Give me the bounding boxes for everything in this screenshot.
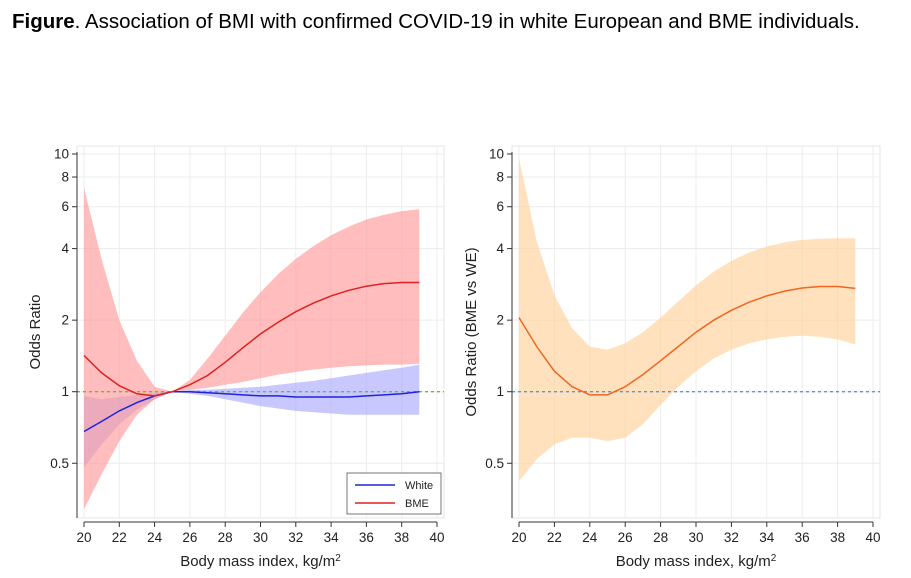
x-axis-title: Body mass index, kg/m2 [616, 553, 777, 571]
x-axis-title-superscript: 2 [771, 553, 777, 564]
confidence-band-ratio [519, 158, 856, 482]
legend-box [346, 472, 442, 515]
series-line-bme [83, 281, 420, 397]
x-tick-label: 36 [795, 530, 810, 545]
y-tick-label: 2 [496, 313, 504, 328]
x-tick-label: 34 [324, 530, 340, 545]
x-tick-label: 40 [429, 530, 444, 545]
y-axis-title: Odds Ratio (BME vs WE) [463, 247, 480, 416]
x-tick-label: 20 [76, 530, 91, 545]
x-tick-label: 28 [218, 530, 233, 545]
series-line-ratio [518, 285, 856, 396]
y-tick-label: 6 [61, 199, 69, 214]
y-tick-label: 0.5 [485, 456, 504, 471]
x-tick-label: 32 [288, 530, 303, 545]
x-tick-label: 20 [511, 530, 526, 545]
x-tick-label: 36 [359, 530, 374, 545]
x-tick-label: 22 [112, 530, 127, 545]
confidence-band-white [84, 364, 420, 468]
y-tick-label: 1 [496, 384, 504, 399]
y-tick-label: 4 [61, 241, 69, 256]
figure-caption: Figure. Association of BMI with confirme… [12, 8, 902, 35]
y-tick-label: 6 [496, 199, 504, 214]
caption-bold-label: Figure [12, 10, 75, 33]
legend-label-bme: BME [405, 498, 429, 510]
x-tick-label: 38 [394, 530, 409, 545]
legend-label-white: White [405, 480, 433, 492]
confidence-band-bme [84, 187, 420, 510]
x-tick-label: 34 [759, 530, 775, 545]
x-tick-label: 24 [582, 530, 598, 545]
y-tick-label: 4 [496, 241, 504, 256]
x-tick-label: 28 [653, 530, 668, 545]
x-tick-label: 40 [865, 530, 880, 545]
x-tick-label: 30 [253, 530, 268, 545]
x-axis-title-superscript: 2 [335, 553, 341, 564]
x-tick-label: 32 [724, 530, 739, 545]
y-tick-label: 10 [489, 147, 504, 162]
x-tick-label: 30 [688, 530, 703, 545]
caption-text: . Association of BMI with confirmed COVI… [74, 10, 860, 33]
y-axis-title: Odds Ratio [27, 294, 44, 369]
y-tick-label: 8 [61, 170, 69, 185]
series-line-white [83, 390, 420, 433]
x-axis-title: Body mass index, kg/m2 [180, 553, 341, 571]
x-tick-label: 26 [618, 530, 633, 545]
y-tick-label: 2 [61, 313, 69, 328]
x-tick-label: 24 [147, 530, 163, 545]
x-tick-label: 22 [547, 530, 562, 545]
x-tick-label: 38 [830, 530, 845, 545]
y-tick-label: 8 [496, 170, 504, 185]
y-tick-label: 10 [54, 147, 69, 162]
y-tick-label: 1 [61, 384, 69, 399]
x-tick-label: 26 [182, 530, 197, 545]
y-tick-label: 0.5 [50, 456, 69, 471]
